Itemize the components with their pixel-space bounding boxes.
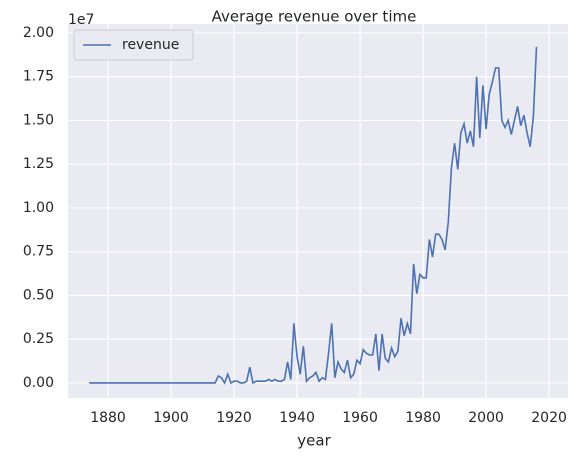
x-tick-label: 1900 — [153, 410, 189, 426]
y-tick-label: 1.50 — [23, 112, 54, 128]
line — [89, 46, 538, 385]
y-tick-label: 0.75 — [23, 244, 54, 260]
y-tick-label: 0.00 — [23, 375, 54, 391]
x-tick-label: 1920 — [216, 410, 252, 426]
x-tick-label: 2020 — [531, 410, 567, 426]
y-tick-label: 1.00 — [23, 200, 54, 216]
y-tick-label: 1.75 — [23, 69, 54, 85]
legend-label: revenue — [122, 37, 179, 53]
y-tick-label: 0.25 — [23, 331, 54, 347]
legend-box — [73, 29, 194, 61]
x-tick-label: 1960 — [342, 410, 378, 426]
x-tick-label: 1980 — [405, 410, 441, 426]
plot-area — [68, 24, 568, 398]
x-tick-label: 1880 — [90, 410, 126, 426]
y-offset: 1e7 — [68, 12, 94, 28]
y-tick-label: 0.50 — [23, 287, 54, 303]
x-tick-label: 2000 — [468, 410, 504, 426]
chart-title: Average revenue over time — [212, 8, 417, 26]
x-axis-label: year — [297, 432, 331, 450]
y-tick-label: 2.00 — [23, 25, 54, 41]
y-tick-label: 1.25 — [23, 156, 54, 172]
x-tick-label: 1940 — [279, 410, 315, 426]
